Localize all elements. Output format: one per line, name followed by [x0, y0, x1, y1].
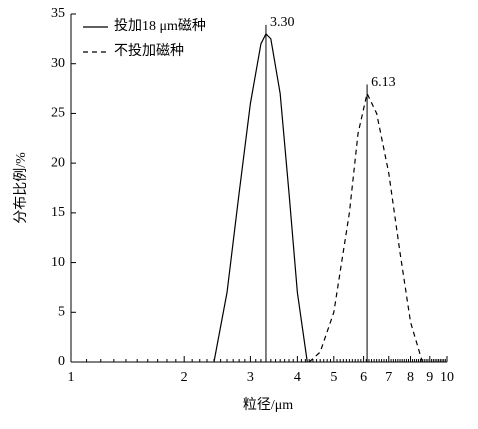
marker-label: 3.30: [270, 15, 295, 30]
marker-label: 6.13: [371, 75, 396, 90]
x-tick-label: 5: [330, 370, 337, 385]
x-tick-label: 8: [407, 370, 414, 385]
x-axis-label: 粒径/μm: [243, 397, 293, 413]
y-tick-label: 30: [51, 56, 65, 71]
legend-label: 投加18 μm磁种: [114, 18, 206, 34]
x-tick-label: 6: [360, 370, 367, 385]
y-tick-label: 0: [58, 354, 65, 369]
y-axis-label: 分布比例/%: [13, 152, 29, 224]
x-tick-label: 4: [294, 370, 301, 385]
y-tick-label: 15: [51, 205, 65, 220]
y-tick-label: 25: [51, 106, 65, 121]
series-line: [308, 91, 423, 363]
y-tick-label: 35: [51, 6, 65, 21]
x-tick-label: 2: [181, 370, 188, 385]
legend-label: 不投加磁种: [114, 43, 184, 59]
y-tick-label: 10: [51, 255, 65, 270]
x-tick-label: 9: [426, 370, 433, 385]
x-tick-label: 7: [385, 370, 392, 385]
y-tick-label: 20: [51, 155, 65, 170]
y-tick-label: 5: [58, 305, 65, 320]
x-tick-label: 1: [68, 370, 75, 385]
series-line: [213, 32, 308, 363]
x-tick-label: 3: [247, 370, 254, 385]
x-tick-label: 10: [440, 370, 454, 385]
